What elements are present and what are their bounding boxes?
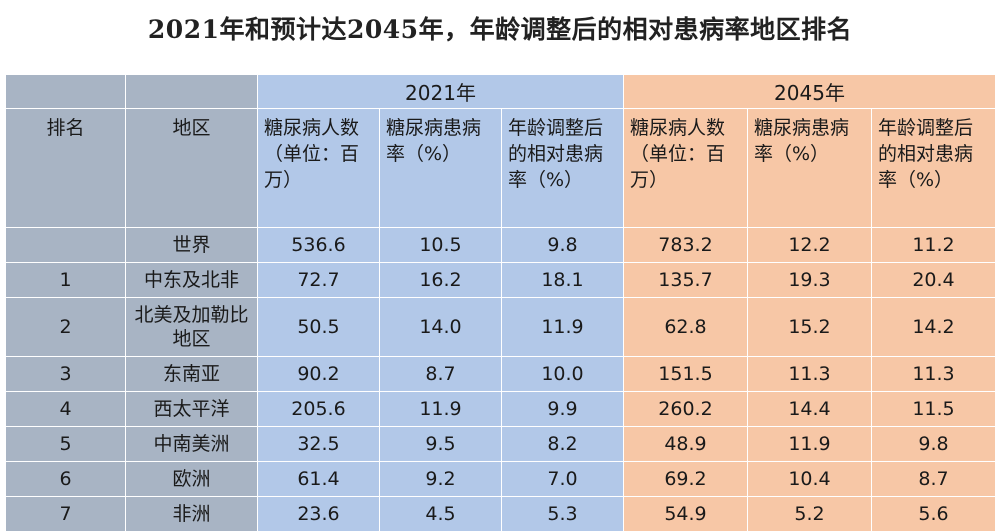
rank-cell: 1 [5, 262, 126, 298]
table-row: 1 中东及北非 72.7 16.2 18.1 135.7 19.3 20.4 [5, 262, 996, 298]
value-cell: 20.4 [871, 262, 996, 298]
header-rank: 排名 [5, 108, 126, 228]
value-cell: 8.7 [871, 461, 996, 497]
page-title: 2021年和预计达2045年，年龄调整后的相对患病率地区排名 [147, 15, 853, 44]
header-region: 地区 [125, 108, 258, 228]
value-cell: 14.0 [379, 297, 502, 357]
value-cell: 9.9 [501, 391, 624, 427]
value-cell: 69.2 [623, 461, 748, 497]
value-cell: 61.4 [257, 461, 380, 497]
value-cell: 48.9 [623, 426, 748, 462]
table-row: 世界 536.6 10.5 9.8 783.2 12.2 11.2 [5, 227, 996, 263]
value-cell: 5.3 [501, 496, 624, 532]
table-row: 2 北美及加勒比地区 50.5 14.0 11.9 62.8 15.2 14.2 [5, 297, 996, 357]
value-cell: 4.5 [379, 496, 502, 532]
rank-cell: 7 [5, 496, 126, 532]
header-blank [5, 74, 126, 109]
value-cell: 151.5 [623, 356, 748, 392]
header-group-2021: 2021年 [257, 74, 624, 109]
header-2021-count: 糖尿病人数（单位：百万） [257, 108, 380, 228]
value-cell: 135.7 [623, 262, 748, 298]
value-cell: 10.4 [747, 461, 872, 497]
value-cell: 11.5 [871, 391, 996, 427]
header-2021-prevalence: 糖尿病患病率（%） [379, 108, 502, 228]
header-2045-prevalence: 糖尿病患病率（%） [747, 108, 872, 228]
rank-cell [5, 227, 126, 263]
region-cell: 非洲 [125, 496, 258, 532]
value-cell: 9.8 [871, 426, 996, 462]
rank-cell: 2 [5, 297, 126, 357]
value-cell: 50.5 [257, 297, 380, 357]
region-cell: 西太平洋 [125, 391, 258, 427]
value-cell: 18.1 [501, 262, 624, 298]
table-row: 7 非洲 23.6 4.5 5.3 54.9 5.2 5.6 [5, 496, 996, 532]
value-cell: 9.5 [379, 426, 502, 462]
rank-cell: 3 [5, 356, 126, 392]
table-row: 6 欧洲 61.4 9.2 7.0 69.2 10.4 8.7 [5, 461, 996, 497]
value-cell: 260.2 [623, 391, 748, 427]
value-cell: 54.9 [623, 496, 748, 532]
value-cell: 72.7 [257, 262, 380, 298]
rank-cell: 4 [5, 391, 126, 427]
value-cell: 11.9 [747, 426, 872, 462]
value-cell: 62.8 [623, 297, 748, 357]
region-cell: 东南亚 [125, 356, 258, 392]
value-cell: 11.2 [871, 227, 996, 263]
value-cell: 8.7 [379, 356, 502, 392]
region-cell: 世界 [125, 227, 258, 263]
table-row: 3 东南亚 90.2 8.7 10.0 151.5 11.3 11.3 [5, 356, 996, 392]
value-cell: 23.6 [257, 496, 380, 532]
value-cell: 10.5 [379, 227, 502, 263]
header-2045-count: 糖尿病人数（单位：百万） [623, 108, 748, 228]
value-cell: 783.2 [623, 227, 748, 263]
value-cell: 8.2 [501, 426, 624, 462]
value-cell: 11.3 [871, 356, 996, 392]
value-cell: 9.2 [379, 461, 502, 497]
value-cell: 5.6 [871, 496, 996, 532]
region-cell: 欧洲 [125, 461, 258, 497]
value-cell: 14.4 [747, 391, 872, 427]
region-cell: 中南美洲 [125, 426, 258, 462]
region-cell: 北美及加勒比地区 [125, 297, 258, 357]
value-cell: 205.6 [257, 391, 380, 427]
rank-cell: 6 [5, 461, 126, 497]
value-cell: 10.0 [501, 356, 624, 392]
header-2021-adjusted: 年龄调整后的相对患病率（%） [501, 108, 624, 228]
table-row: 5 中南美洲 32.5 9.5 8.2 48.9 11.9 9.8 [5, 426, 996, 462]
value-cell: 90.2 [257, 356, 380, 392]
value-cell: 9.8 [501, 227, 624, 263]
header-2045-adjusted: 年龄调整后的相对患病率（%） [871, 108, 996, 228]
region-cell: 中东及北非 [125, 262, 258, 298]
table-row: 4 西太平洋 205.6 11.9 9.9 260.2 14.4 11.5 [5, 391, 996, 427]
value-cell: 536.6 [257, 227, 380, 263]
value-cell: 15.2 [747, 297, 872, 357]
header-blank [125, 74, 258, 109]
prevalence-table: 2021年 2045年 排名 地区 糖尿病人数（单位：百万） 糖尿病患病率（%）… [5, 74, 996, 532]
header-group-2045: 2045年 [623, 74, 996, 109]
value-cell: 12.2 [747, 227, 872, 263]
value-cell: 32.5 [257, 426, 380, 462]
rank-cell: 5 [5, 426, 126, 462]
value-cell: 5.2 [747, 496, 872, 532]
value-cell: 11.9 [501, 297, 624, 357]
value-cell: 7.0 [501, 461, 624, 497]
value-cell: 11.3 [747, 356, 872, 392]
value-cell: 19.3 [747, 262, 872, 298]
value-cell: 11.9 [379, 391, 502, 427]
value-cell: 16.2 [379, 262, 502, 298]
value-cell: 14.2 [871, 297, 996, 357]
